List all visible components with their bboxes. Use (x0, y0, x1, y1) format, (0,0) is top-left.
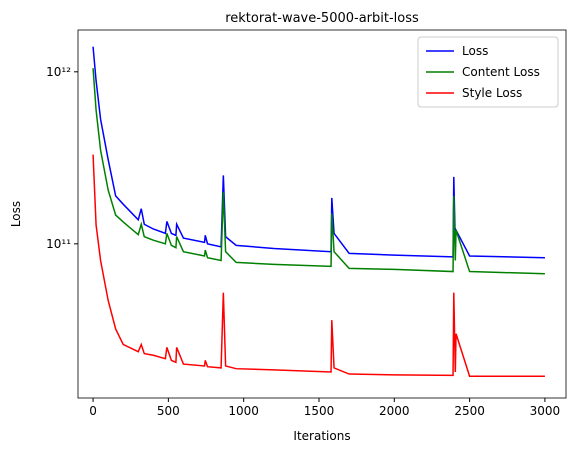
legend-label: Content Loss (462, 65, 540, 79)
line-series (92, 46, 545, 259)
x-tick-label: 1000 (228, 404, 259, 418)
legend-box (417, 36, 559, 108)
y-tick-label: 10¹¹ (46, 237, 71, 251)
x-tick-label: 500 (157, 404, 180, 418)
x-tick-label: 2000 (379, 404, 410, 418)
x-tick-label: 0 (89, 404, 97, 418)
y-tick-label: 10¹² (46, 65, 71, 79)
x-tick-label: 1500 (304, 404, 335, 418)
chart-title: rektorat-wave-5000-arbit-loss (225, 11, 419, 26)
legend-label: Loss (462, 44, 488, 58)
y-axis-label: Loss (9, 201, 23, 227)
x-tick-label: 3000 (530, 404, 561, 418)
x-axis-label: Iterations (293, 429, 350, 443)
legend-label: Style Loss (462, 86, 522, 100)
x-tick-label: 2500 (454, 404, 485, 418)
line-series (92, 68, 545, 275)
axes-frame (77, 29, 567, 399)
line-series (92, 154, 545, 377)
